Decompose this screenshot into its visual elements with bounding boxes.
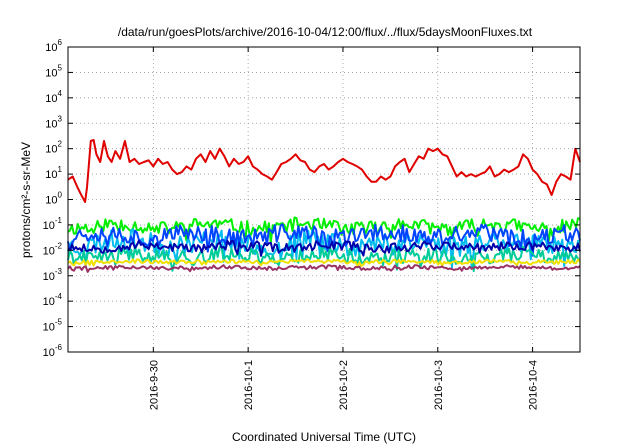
x-tick-label: 2016-10-2 bbox=[338, 360, 350, 410]
y-tick-label: 10-2 bbox=[43, 241, 63, 257]
series-line-8 bbox=[67, 264, 581, 273]
y-tick-label: 101 bbox=[45, 165, 62, 181]
y-tick-label: 103 bbox=[45, 114, 62, 130]
y-tick-label: 10-1 bbox=[43, 216, 63, 232]
chart-title: /data/run/goesPlots/archive/2016-10-04/1… bbox=[118, 25, 533, 39]
y-tick-label: 100 bbox=[45, 191, 62, 207]
series-line-6 bbox=[67, 239, 581, 257]
x-axis-label: Coordinated Universal Time (UTC) bbox=[232, 430, 416, 444]
x-tick-label: 2016-9-30 bbox=[148, 360, 160, 410]
series-line-7 bbox=[67, 258, 581, 268]
y-tick-label: 104 bbox=[45, 89, 62, 105]
y-tick-label: 105 bbox=[45, 63, 62, 79]
series-line-4 bbox=[67, 223, 581, 257]
y-tick-label: 10-4 bbox=[43, 292, 63, 308]
gridlines bbox=[68, 46, 580, 353]
series-layer bbox=[67, 139, 581, 273]
x-tick-label: 2016-10-1 bbox=[243, 360, 255, 410]
y-axis: 10-6 10-5 10-4 10-3 10-2 10-1 100 101 102 103 104 1… bbox=[43, 38, 580, 359]
series-line-1 bbox=[67, 139, 581, 203]
series-line-2 bbox=[67, 216, 581, 244]
y-tick-label: 10-6 bbox=[43, 343, 63, 359]
x-tick-label: 2016-10-4 bbox=[528, 360, 540, 410]
y-tick-label: 10-5 bbox=[43, 318, 63, 334]
series-line-5 bbox=[67, 245, 581, 273]
series-line-3 bbox=[67, 228, 581, 269]
y-axis-label: protons/cm²-s-sr-MeV bbox=[19, 142, 33, 258]
y-tick-label: 10-3 bbox=[43, 267, 63, 283]
y-tick-label: 106 bbox=[45, 38, 62, 54]
x-tick-label: 2016-10-3 bbox=[433, 360, 445, 410]
y-tick-label: 102 bbox=[45, 140, 62, 156]
x-axis: 2016-9-30 2016-10-1 2016-10-2 2016-10-3 2016… bbox=[148, 47, 540, 410]
